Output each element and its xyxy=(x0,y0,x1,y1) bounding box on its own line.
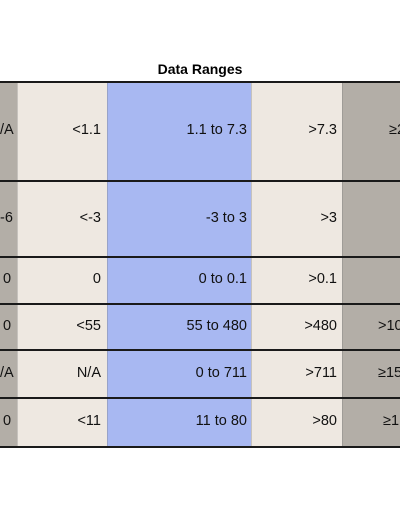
row-rule xyxy=(0,349,400,351)
column-divider xyxy=(342,82,343,447)
table-cell: >480 xyxy=(304,318,337,334)
table-cell: -3 to 3 xyxy=(205,210,247,226)
table-cell: >711 xyxy=(305,365,337,381)
table-cell: /A xyxy=(0,122,14,138)
column-band-1 xyxy=(0,82,17,447)
column-divider xyxy=(17,82,18,447)
table-cell: >3 xyxy=(320,210,337,226)
table-cell: 0 to 711 xyxy=(195,365,247,381)
table-cell: /A xyxy=(0,365,14,381)
column-band-3 xyxy=(107,82,251,447)
table-cell: 0 xyxy=(3,271,12,287)
table-cell: >80 xyxy=(312,413,337,429)
row-rule xyxy=(0,256,400,258)
table-cell: 11 to 80 xyxy=(195,413,247,429)
table-cell: <11 xyxy=(77,413,101,429)
table-cell: 1.1 to 7.3 xyxy=(186,122,247,138)
table-cell: <-3 xyxy=(79,210,101,226)
column-band-4 xyxy=(251,82,342,447)
row-rule xyxy=(0,397,400,399)
table-cell: 0 xyxy=(3,318,12,334)
column-band-5 xyxy=(342,82,400,447)
column-divider xyxy=(107,82,108,447)
table-cell: 55 to 480 xyxy=(186,318,247,334)
table-cell: >7.3 xyxy=(308,122,337,138)
column-divider xyxy=(251,82,252,447)
table-cell: ≥15 xyxy=(378,365,400,381)
table-cell: 0 xyxy=(3,413,12,429)
table-cell: <55 xyxy=(76,318,101,334)
column-band-2 xyxy=(17,82,107,447)
table-cell: 0 to 0.1 xyxy=(198,271,247,287)
table-title: Data Ranges xyxy=(157,61,243,77)
row-rule-bottom xyxy=(0,446,400,448)
table-cell: ≥2 xyxy=(389,122,400,138)
table-cell: <1.1 xyxy=(72,122,101,138)
row-rule xyxy=(0,180,400,182)
table-cell: -6 xyxy=(0,210,13,226)
table-cell: ≥1 xyxy=(383,413,400,429)
table-cell: 0 xyxy=(92,271,101,287)
row-rule xyxy=(0,303,400,305)
table-cell: >0.1 xyxy=(308,271,337,287)
table-cell: >10 xyxy=(378,318,400,334)
row-rule-top xyxy=(0,81,400,83)
table-cell: N/A xyxy=(76,365,101,381)
